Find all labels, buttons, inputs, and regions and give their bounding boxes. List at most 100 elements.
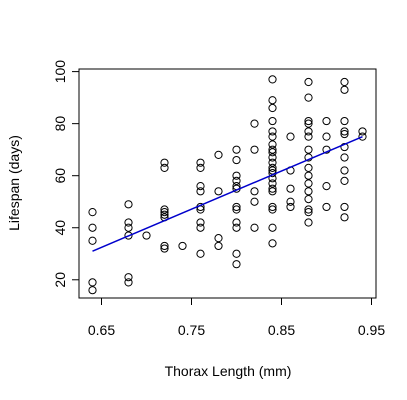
- data-point: [196, 249, 205, 258]
- data-point: [88, 208, 97, 217]
- data-point: [286, 202, 295, 212]
- x-axis-label: Thorax Length (mm): [165, 363, 292, 379]
- data-point: [196, 182, 205, 191]
- data-point: [268, 145, 277, 154]
- data-point: [88, 223, 97, 232]
- data-point: [304, 132, 313, 141]
- data-point: [322, 202, 331, 212]
- data-point: [268, 132, 277, 141]
- data-point: [268, 187, 277, 196]
- data-point: [304, 208, 313, 217]
- x-tick-label: 0.75: [178, 322, 205, 338]
- data-point: [232, 202, 241, 212]
- data-point: [250, 197, 259, 206]
- data-point: [268, 96, 277, 105]
- data-point: [142, 231, 151, 240]
- data-point: [124, 218, 133, 227]
- data-point: [178, 241, 187, 251]
- data-point: [88, 278, 97, 287]
- data-point: [250, 223, 259, 232]
- data-point: [304, 127, 313, 136]
- data-point: [286, 184, 295, 193]
- x-tick-label: 0.65: [88, 322, 115, 338]
- data-point: [232, 223, 241, 232]
- data-point: [232, 218, 241, 227]
- data-point: [268, 140, 277, 149]
- data-point: [268, 205, 277, 214]
- y-tick-label: 20: [52, 272, 68, 288]
- data-point: [232, 155, 241, 165]
- data-point: [358, 127, 367, 136]
- data-point: [304, 145, 313, 154]
- data-point: [196, 187, 205, 196]
- data-point: [88, 236, 97, 245]
- data-point: [304, 77, 313, 87]
- y-tick-label: 40: [52, 220, 68, 236]
- data-point: [250, 145, 259, 154]
- data-point: [304, 205, 313, 214]
- x-axis: 0.65 0.75 0.85 0.95: [88, 298, 385, 338]
- data-point: [304, 187, 313, 196]
- data-point: [340, 213, 349, 222]
- data-point: [286, 197, 295, 206]
- data-point: [304, 218, 313, 227]
- data-point: [304, 116, 313, 126]
- y-axis-label: Lifespan (days): [6, 135, 22, 231]
- data-point: [340, 85, 349, 94]
- data-points: [88, 75, 367, 295]
- data-point: [304, 195, 313, 204]
- data-point: [160, 208, 169, 217]
- y-tick-label: 100: [52, 60, 68, 84]
- x-tick-label: 0.95: [358, 322, 385, 338]
- data-point: [268, 116, 277, 126]
- data-point: [160, 205, 169, 214]
- data-point: [124, 223, 133, 232]
- data-point: [232, 145, 241, 154]
- data-point: [160, 244, 169, 253]
- data-point: [124, 278, 133, 287]
- data-point: [160, 241, 169, 251]
- data-point: [304, 119, 313, 128]
- data-point: [340, 127, 349, 136]
- data-point: [268, 153, 277, 162]
- data-point: [268, 75, 277, 84]
- data-point: [268, 127, 277, 136]
- data-point: [250, 119, 259, 128]
- data-point: [124, 231, 133, 240]
- data-point: [124, 200, 133, 209]
- data-point: [268, 202, 277, 212]
- data-point: [304, 179, 313, 188]
- data-point: [268, 103, 277, 113]
- x-tick-label: 0.85: [268, 322, 295, 338]
- y-tick-label: 80: [52, 116, 68, 132]
- fit-line-group: [92, 135, 363, 252]
- data-point: [160, 163, 169, 172]
- data-point: [340, 153, 349, 162]
- data-point: [322, 182, 331, 191]
- data-point: [232, 249, 241, 258]
- data-point: [160, 210, 169, 219]
- data-point: [124, 273, 133, 282]
- data-point: [340, 142, 349, 152]
- data-point: [88, 286, 97, 295]
- data-point: [358, 132, 367, 141]
- regression-line: [92, 135, 363, 252]
- data-point: [322, 132, 331, 141]
- data-point: [304, 171, 313, 180]
- data-point: [196, 163, 205, 172]
- plot-frame: [78, 68, 377, 299]
- data-point: [340, 202, 349, 212]
- data-point: [340, 77, 349, 87]
- data-point: [214, 187, 223, 196]
- data-point: [340, 116, 349, 126]
- data-point: [304, 163, 313, 172]
- data-point: [268, 184, 277, 193]
- data-point: [196, 218, 205, 227]
- y-axis: 20 40 60 80 100: [52, 60, 79, 288]
- data-point: [214, 150, 223, 159]
- data-point: [340, 166, 349, 175]
- data-point: [268, 163, 277, 172]
- data-point: [214, 241, 223, 251]
- data-point: [268, 223, 277, 232]
